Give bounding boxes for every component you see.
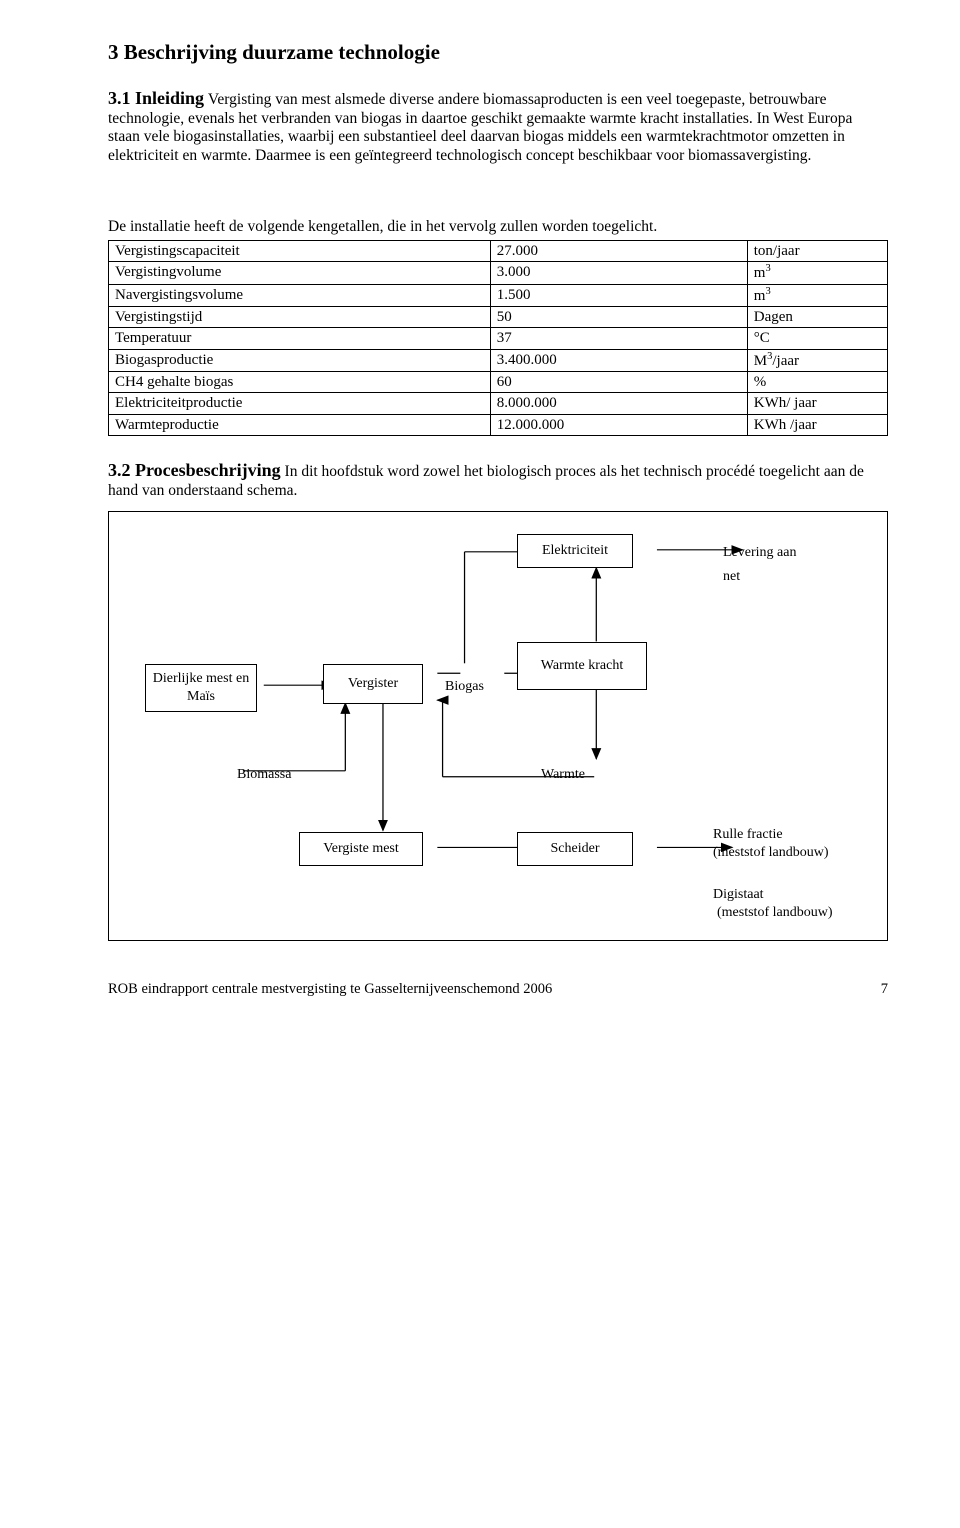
table-cell-label: Vergistingstijd (109, 307, 491, 328)
table-cell-unit: °C (747, 328, 887, 349)
table-row: Elektriciteitproductie8.000.000KWh/ jaar (109, 393, 888, 414)
table-cell-value: 37 (490, 328, 747, 349)
diagram-node-vergistemest: Vergiste mest (299, 832, 423, 866)
diagram-node-dierlijke: Dierlijke mest en Maïs (145, 664, 257, 712)
table-row: Warmteproductie12.000.000KWh /jaar (109, 414, 888, 435)
table-cell-label: Warmteproductie (109, 414, 491, 435)
table-cell-value: 1.500 (490, 284, 747, 306)
section-3-1-body: Vergisting van mest alsmede diverse ande… (108, 91, 852, 165)
page-title: 3 Beschrijving duurzame technologie (108, 40, 888, 66)
table-row: CH4 gehalte biogas60% (109, 371, 888, 392)
process-diagram: Dierlijke mest en Maïs Vergister Elektrici… (108, 511, 888, 941)
table-cell-label: Vergistingscapaciteit (109, 241, 491, 262)
kengetallen-table: Vergistingscapaciteit27.000ton/jaarVergi… (108, 240, 888, 436)
table-row: Navergistingsvolume1.500m3 (109, 284, 888, 306)
table-cell-value: 27.000 (490, 241, 747, 262)
table-cell-value: 60 (490, 371, 747, 392)
table-row: Vergistingscapaciteit27.000ton/jaar (109, 241, 888, 262)
table-cell-value: 8.000.000 (490, 393, 747, 414)
table-cell-unit: Dagen (747, 307, 887, 328)
diagram-node-scheider: Scheider (517, 832, 633, 866)
table-cell-label: Temperatuur (109, 328, 491, 349)
table-cell-label: CH4 gehalte biogas (109, 371, 491, 392)
section-3-1-title: 3.1 Inleiding (108, 88, 204, 108)
section-3-2-title: 3.2 Procesbeschrijving (108, 460, 281, 480)
table-cell-value: 3.000 (490, 262, 747, 284)
table-cell-unit: % (747, 371, 887, 392)
table-row: Vergistingstijd50Dagen (109, 307, 888, 328)
diagram-node-elektriciteit: Elektriciteit (517, 534, 633, 568)
table-cell-value: 3.400.000 (490, 349, 747, 371)
table-row: Biogasproductie3.400.000M3/jaar (109, 349, 888, 371)
diagram-label-rulle1: Rulle fractie (713, 826, 783, 844)
table-row: Vergistingvolume3.000m3 (109, 262, 888, 284)
table-cell-value: 50 (490, 307, 747, 328)
table-cell-unit: ton/jaar (747, 241, 887, 262)
table-row: Temperatuur37°C (109, 328, 888, 349)
diagram-label-biomassa: Biomassa (237, 766, 291, 784)
diagram-label-levering: Levering aan (723, 544, 796, 562)
table-cell-unit: KWh/ jaar (747, 393, 887, 414)
table-cell-label: Vergistingvolume (109, 262, 491, 284)
diagram-label-rulle2: (meststof landbouw) (713, 844, 828, 862)
diagram-node-vergister: Vergister (323, 664, 423, 704)
table-cell-unit: M3/jaar (747, 349, 887, 371)
footer-page-number: 7 (881, 981, 888, 999)
table-cell-label: Biogasproductie (109, 349, 491, 371)
table-cell-value: 12.000.000 (490, 414, 747, 435)
diagram-node-warmtekracht: Warmte kracht (517, 642, 647, 690)
table-cell-label: Navergistingsvolume (109, 284, 491, 306)
diagram-label-digi1: Digistaat (713, 886, 764, 904)
footer-text: ROB eindrapport centrale mestvergisting … (108, 981, 552, 997)
diagram-label-warmte: Warmte (541, 766, 585, 784)
table-cell-label: Elektriciteitproductie (109, 393, 491, 414)
diagram-label-digi2: (meststof landbouw) (717, 904, 832, 922)
kengetallen-leadin: De installatie heeft de volgende kengeta… (108, 218, 888, 237)
table-cell-unit: m3 (747, 284, 887, 306)
diagram-label-net: net (723, 568, 740, 586)
table-cell-unit: m3 (747, 262, 887, 284)
table-cell-unit: KWh /jaar (747, 414, 887, 435)
diagram-label-biogas: Biogas (445, 678, 484, 696)
